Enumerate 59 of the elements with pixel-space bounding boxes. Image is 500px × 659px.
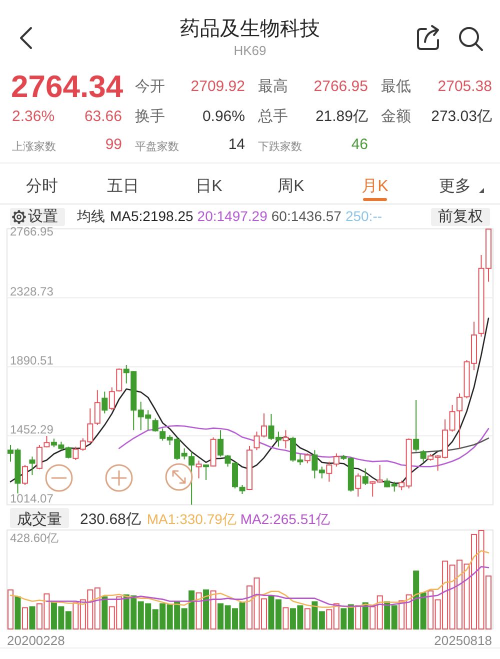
y-tick-label: 1890.51: [10, 354, 54, 368]
chart-title: 成交量: [17, 511, 62, 528]
legend-label: 250:--: [345, 208, 382, 224]
y-tick-label: 2766.95: [10, 224, 54, 239]
text: 上涨家数: [12, 140, 56, 153]
text: 总手: [257, 108, 288, 125]
text: 20250818: [434, 633, 492, 648]
text: 21.89亿: [315, 108, 368, 125]
text: 46: [351, 136, 368, 153]
text: 下跌家数: [258, 140, 302, 153]
annotation: 428.60亿: [10, 531, 59, 545]
y-tick-label: 1014.07: [10, 492, 54, 506]
text: MA5:2198.25: [110, 208, 194, 224]
text: 0.96%: [202, 108, 245, 125]
text: 五日: [107, 178, 139, 195]
bar: [355, 605, 362, 630]
y-tick-label: 2328.73: [10, 284, 54, 299]
bar: [102, 596, 108, 630]
text: 今开: [135, 78, 165, 95]
text: 99: [105, 136, 122, 153]
text: 最高: [258, 78, 288, 95]
bar: [22, 607, 28, 630]
text: 2705.38: [438, 78, 492, 95]
text: 2766.95: [314, 78, 368, 95]
text: 药品及生物科技: [180, 18, 320, 40]
text: 平盘家数: [135, 140, 179, 153]
bar: [14, 596, 21, 630]
text: 换手: [135, 108, 165, 125]
text: HK69: [234, 43, 266, 58]
text: 最低: [381, 78, 411, 95]
bar: [304, 608, 310, 630]
text: 230.68亿: [80, 511, 141, 528]
text: MA1:330.79亿: [146, 511, 236, 527]
text: 20:1497.29: [197, 208, 268, 224]
bar: [282, 607, 289, 630]
legend-title: 均线: [76, 208, 105, 224]
text: 14: [228, 136, 245, 153]
text: 金额: [381, 108, 411, 125]
text: 63.66: [84, 108, 122, 125]
text: 20200228: [7, 633, 65, 648]
text: 2709.92: [190, 78, 245, 95]
text: 273.03亿: [431, 108, 492, 125]
text: 分时: [26, 177, 58, 195]
text: 周K: [278, 178, 305, 195]
text: 设置: [28, 208, 58, 225]
text: 前复权: [438, 208, 483, 225]
y-tick-label: 1452.29: [10, 422, 54, 437]
bar: [196, 592, 202, 630]
text: 更多: [439, 177, 471, 195]
text: 60:1436.57: [271, 208, 342, 224]
bar: [8, 589, 14, 630]
text: 2.36%: [12, 108, 55, 125]
text: 日K: [196, 178, 223, 195]
bar: [210, 590, 216, 630]
bar: [203, 589, 210, 630]
text: MA2:265.51亿: [240, 511, 330, 527]
text: 月K: [362, 178, 389, 195]
text: 2764.34: [11, 69, 124, 104]
bar: [29, 606, 36, 630]
